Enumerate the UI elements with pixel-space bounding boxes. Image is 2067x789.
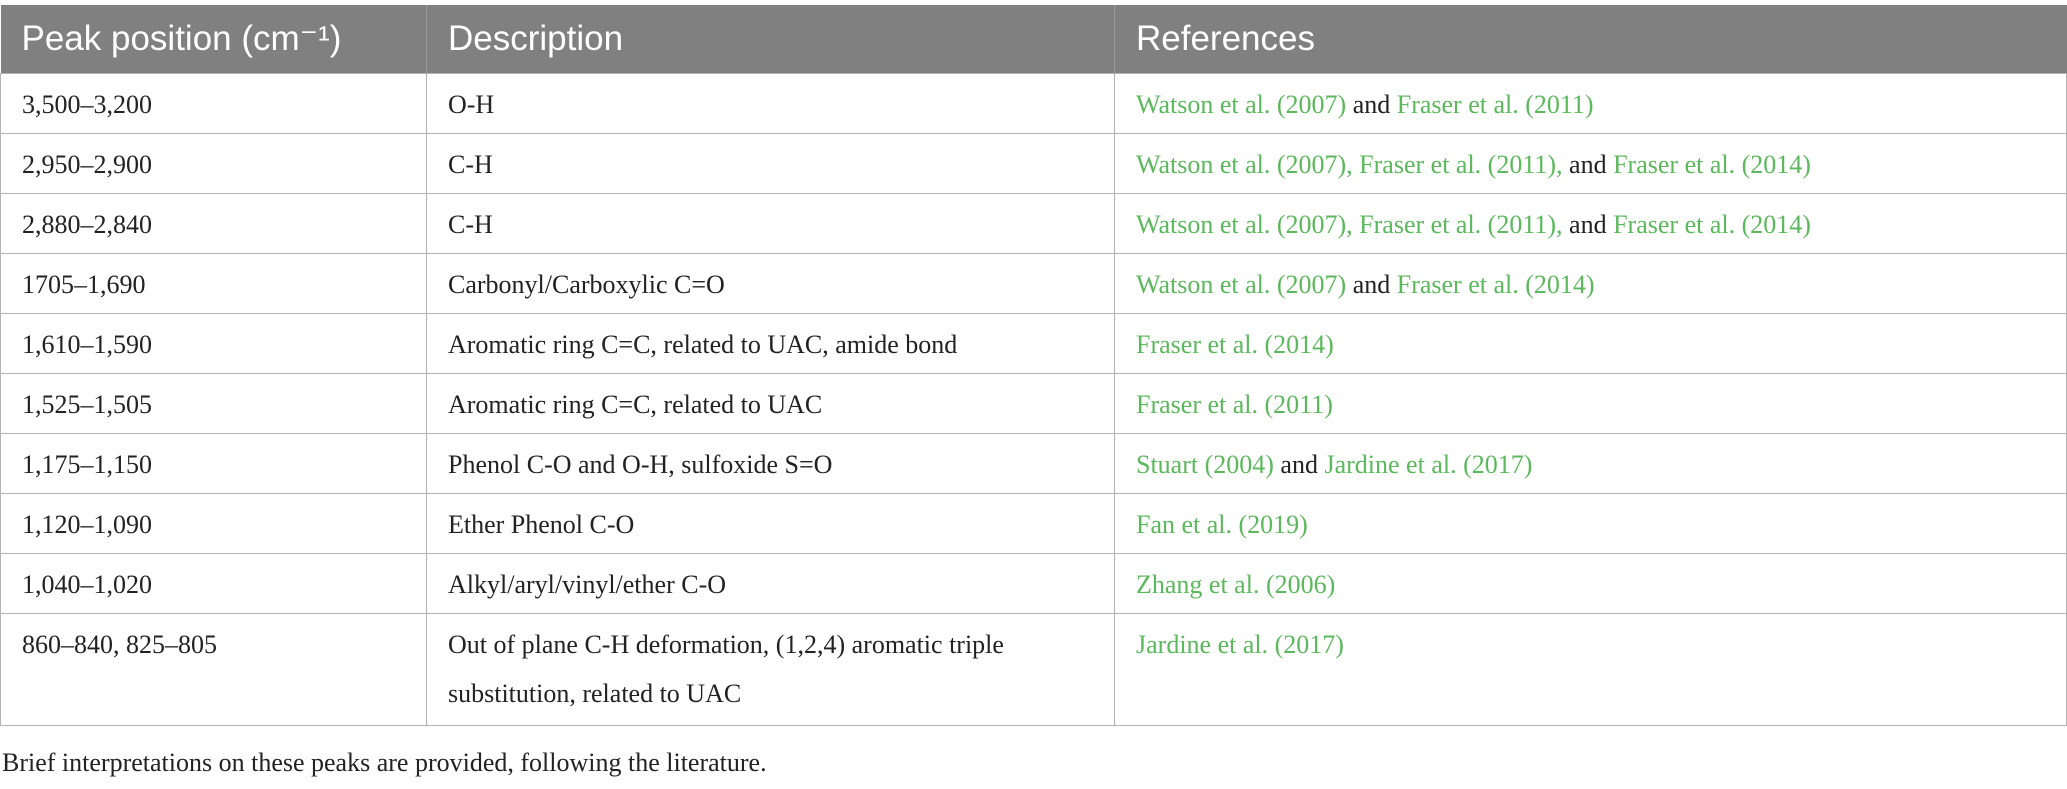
header-references: References [1114,5,2067,74]
cell-description: Aromatic ring C=C, related to UAC, amide… [426,313,1115,374]
reference-link[interactable]: Fraser et al. (2014) [1396,270,1595,299]
header-description: Description [426,5,1115,74]
reference-conjunction: and [1562,150,1614,179]
reference-link[interactable]: Jardine et al. (2017) [1324,450,1533,479]
cell-description: C-H [426,193,1115,254]
cell-references: Watson et al. (2007) and Fraser et al. (… [1114,253,2067,314]
reference-link[interactable]: Jardine et al. (2017) [1136,630,1344,659]
cell-references: Watson et al. (2007), Fraser et al. (201… [1114,193,2067,254]
cell-peak-position: 1705–1,690 [0,253,427,314]
reference-conjunction: and [1562,210,1614,239]
cell-peak-position: 860–840, 825–805 [0,613,427,726]
cell-references: Watson et al. (2007), Fraser et al. (201… [1114,133,2067,194]
cell-description: O-H [426,73,1115,134]
reference-conjunction: and [1273,450,1325,479]
cell-references: Stuart (2004) and Jardine et al. (2017) [1114,433,2067,494]
reference-link[interactable]: Watson et al. (2007), Fraser et al. (201… [1136,210,1563,239]
table-row: 860–840, 825–805 Out of plane C-H deforma… [0,613,2067,726]
reference-conjunction: and [1346,90,1397,119]
reference-link[interactable]: Fraser et al. (2014) [1136,330,1334,359]
header-row: Peak position (cm⁻¹) Description Referen… [0,5,2067,74]
reference-link[interactable]: Stuart (2004) [1136,450,1274,479]
table-row: 1705–1,690 Carbonyl/Carboxylic C=O Watson … [0,253,2067,314]
reference-link[interactable]: Fraser et al. (2014) [1613,150,1811,179]
cell-references: Fan et al. (2019) [1114,493,2067,554]
cell-description: Carbonyl/Carboxylic C=O [426,253,1115,314]
cell-peak-position: 1,040–1,020 [0,553,427,614]
table-row: 3,500–3,200 O-H Watson et al. (2007) and F… [0,73,2067,134]
cell-description: C-H [426,133,1115,194]
table-footnote: Brief interpretations on these peaks are… [2,748,767,777]
cell-description: Out of plane C-H deformation, (1,2,4) ar… [426,613,1115,726]
cell-references: Jardine et al. (2017) [1114,613,2067,726]
table-row: 1,610–1,590 Aromatic ring C=C, related to… [0,313,2067,374]
reference-conjunction: and [1346,270,1397,299]
table-wrapper: Peak position (cm⁻¹) Description Referen… [0,5,2067,726]
table-row: 1,040–1,020 Alkyl/aryl/vinyl/ether C-O Zha… [0,553,2067,614]
reference-link[interactable]: Watson et al. (2007) [1136,90,1347,119]
cell-references: Fraser et al. (2011) [1114,373,2067,434]
cell-peak-position: 2,880–2,840 [0,193,427,254]
cell-references: Watson et al. (2007) and Fraser et al. (… [1114,73,2067,134]
cell-peak-position: 2,950–2,900 [0,133,427,194]
table-row: 2,880–2,840 C-H Watson et al. (2007), Fras… [0,193,2067,254]
cell-description: Aromatic ring C=C, related to UAC [426,373,1115,434]
reference-link[interactable]: Watson et al. (2007), Fraser et al. (201… [1136,150,1563,179]
table-row: 1,175–1,150 Phenol C-O and O-H, sulfoxide… [0,433,2067,494]
cell-description: Ether Phenol C-O [426,493,1115,554]
cell-peak-position: 3,500–3,200 [0,73,427,134]
reference-link[interactable]: Zhang et al. (2006) [1136,570,1336,599]
cell-peak-position: 1,525–1,505 [0,373,427,434]
cell-description: Alkyl/aryl/vinyl/ether C-O [426,553,1115,614]
cell-references: Fraser et al. (2014) [1114,313,2067,374]
cell-peak-position: 1,175–1,150 [0,433,427,494]
cell-peak-position: 1,610–1,590 [0,313,427,374]
table-row: 1,525–1,505 Aromatic ring C=C, related to… [0,373,2067,434]
reference-link[interactable]: Fraser et al. (2011) [1136,390,1333,419]
table-row: 1,120–1,090 Ether Phenol C-O Fan et al. (2… [0,493,2067,554]
reference-link[interactable]: Fraser et al. (2014) [1613,210,1811,239]
reference-link[interactable]: Fan et al. (2019) [1136,510,1308,539]
peak-table: Peak position (cm⁻¹) Description Referen… [0,5,2067,726]
table-row: 2,950–2,900 C-H Watson et al. (2007), Fras… [0,133,2067,194]
cell-references: Zhang et al. (2006) [1114,553,2067,614]
table-body: 3,500–3,200 O-H Watson et al. (2007) and F… [0,73,2067,726]
header-peak-position: Peak position (cm⁻¹) [0,5,427,74]
reference-link[interactable]: Fraser et al. (2011) [1396,90,1594,119]
reference-link[interactable]: Watson et al. (2007) [1136,270,1347,299]
cell-description: Phenol C-O and O-H, sulfoxide S=O [426,433,1115,494]
cell-peak-position: 1,120–1,090 [0,493,427,554]
